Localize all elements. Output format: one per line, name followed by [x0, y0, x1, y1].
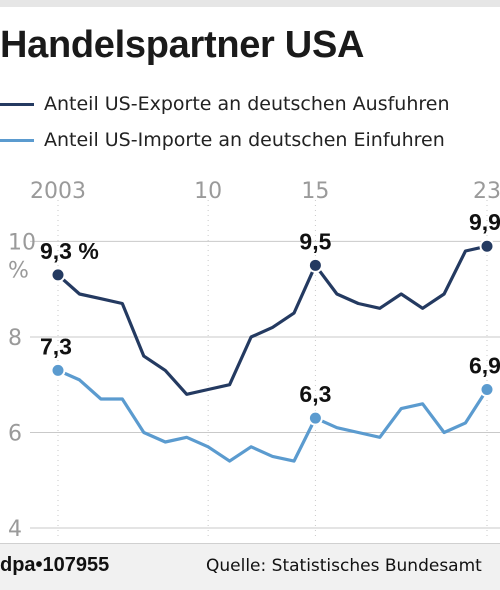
chart-title: Handelspartner USA — [0, 24, 365, 66]
data-point-1-2003 — [50, 362, 66, 378]
footer: dpa•107955 Quelle: Statistisches Bundesa… — [0, 543, 500, 590]
credit-label: dpa•107955 — [0, 554, 110, 576]
series-line-0 — [56, 244, 489, 396]
legend-swatch-imports — [0, 138, 34, 142]
data-label-1-2023: 6,9 — [469, 352, 500, 378]
y-tick-label-10: 10 — [8, 230, 36, 255]
legend-label-exports: Anteil US-Exporte an deutschen Ausfuhren — [44, 93, 450, 115]
x-tick-label-23: 23 — [473, 179, 500, 204]
legend-item-imports: Anteil US-Importe an deutschen Einfuhren — [0, 127, 445, 153]
y-tick-label-6: 6 — [8, 421, 22, 446]
source-label: Quelle: Statistisches Bundesamt — [206, 556, 482, 576]
y-tick-label-8: 8 — [8, 326, 22, 351]
legend-label-imports: Anteil US-Importe an deutschen Einfuhren — [44, 129, 445, 151]
data-label-1-2015: 6,3 — [299, 381, 331, 407]
data-point-0-2023 — [479, 238, 495, 254]
y-unit-label: % — [8, 258, 29, 283]
data-point-0-2003 — [50, 267, 66, 283]
data-point-1-2015 — [307, 410, 323, 426]
data-label-0-2023: 9,9 — [469, 209, 500, 235]
y-tick-label-4: 4 — [8, 517, 22, 542]
data-label-0-2015: 9,5 — [299, 228, 331, 254]
data-label-0-2003: 9,3 % — [40, 238, 99, 264]
legend-swatch-exports — [0, 102, 34, 106]
x-tick-label-15: 15 — [301, 179, 329, 204]
top-bar — [0, 0, 500, 7]
line-chart: 4 6 8 10% 2003 10 15 23 9,3 % 9,5 9,9 7,3 6,3 6,9 — [8, 179, 500, 542]
x-tick-label-10: 10 — [194, 179, 222, 204]
x-tick-label-2003: 2003 — [30, 179, 86, 204]
legend-item-exports: Anteil US-Exporte an deutschen Ausfuhren — [0, 91, 450, 117]
data-label-1-2003: 7,3 — [40, 333, 72, 359]
data-point-1-2023 — [479, 381, 495, 397]
data-point-0-2015 — [307, 257, 323, 273]
series-line-1 — [56, 368, 489, 463]
